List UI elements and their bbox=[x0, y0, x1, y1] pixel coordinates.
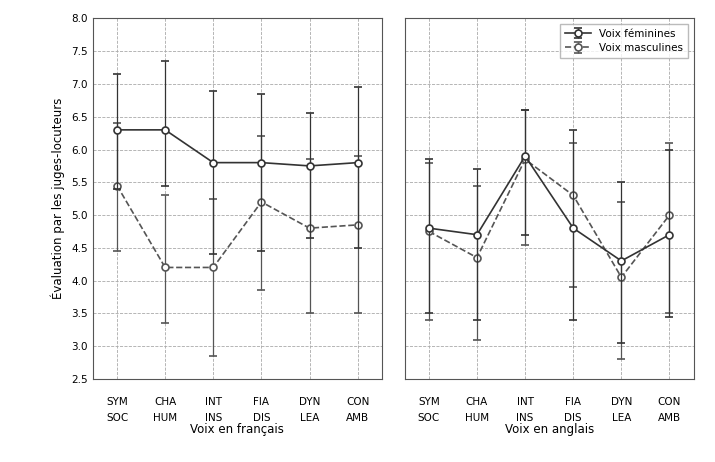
Text: HUM: HUM bbox=[153, 413, 177, 423]
Text: DYN: DYN bbox=[299, 397, 320, 407]
Text: FIA: FIA bbox=[566, 397, 581, 407]
Text: SYM: SYM bbox=[106, 397, 128, 407]
Text: INT: INT bbox=[204, 397, 222, 407]
Text: CHA: CHA bbox=[154, 397, 177, 407]
Text: LEA: LEA bbox=[611, 413, 631, 423]
Text: FIA: FIA bbox=[253, 397, 270, 407]
Legend: Voix féminines, Voix masculines: Voix féminines, Voix masculines bbox=[560, 24, 689, 58]
Text: DIS: DIS bbox=[564, 413, 582, 423]
Text: CON: CON bbox=[346, 397, 370, 407]
Text: INS: INS bbox=[516, 413, 534, 423]
Text: LEA: LEA bbox=[300, 413, 319, 423]
Text: CON: CON bbox=[658, 397, 681, 407]
Text: SOC: SOC bbox=[418, 413, 440, 423]
X-axis label: Voix en français: Voix en français bbox=[190, 423, 285, 436]
Text: SYM: SYM bbox=[418, 397, 440, 407]
Text: SOC: SOC bbox=[106, 413, 128, 423]
Y-axis label: Évaluation par les juges-locuteurs: Évaluation par les juges-locuteurs bbox=[50, 98, 64, 299]
Text: DIS: DIS bbox=[252, 413, 270, 423]
Text: AMB: AMB bbox=[658, 413, 681, 423]
Text: CHA: CHA bbox=[466, 397, 488, 407]
Text: AMB: AMB bbox=[346, 413, 369, 423]
Text: INT: INT bbox=[517, 397, 533, 407]
Text: DYN: DYN bbox=[611, 397, 632, 407]
Text: INS: INS bbox=[204, 413, 222, 423]
Text: HUM: HUM bbox=[465, 413, 489, 423]
X-axis label: Voix en anglais: Voix en anglais bbox=[505, 423, 593, 436]
